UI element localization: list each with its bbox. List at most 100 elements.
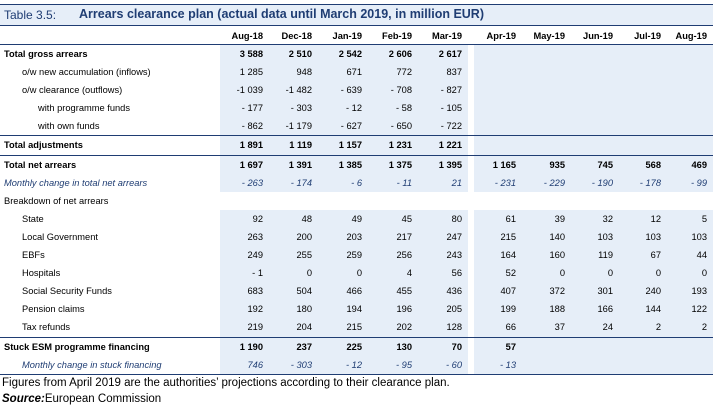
table-cell	[474, 192, 522, 210]
table-cell: 1 190	[220, 336, 269, 356]
table-cell: -1 179	[269, 117, 318, 136]
col-header: Jan-19	[318, 28, 368, 45]
row-label: Stuck ESM programme financing	[0, 336, 220, 356]
table-row: Total net arrears 1 697 1 391 1 385 1 375 1 3…	[0, 154, 713, 174]
col-header: Feb-19	[368, 28, 418, 45]
row-label: o/w clearance (outflows)	[22, 85, 123, 96]
row-label: o/w new accumulation (inflows)	[22, 67, 151, 78]
table-cell	[522, 336, 571, 356]
table-cell: 56	[418, 264, 468, 283]
table-cell	[522, 135, 571, 156]
table-cell: 1 165	[474, 154, 522, 174]
arrears-table: Aug-18 Dec-18 Jan-19 Feb-19 Mar-19 Apr-1…	[0, 28, 713, 375]
table-cell: 1 119	[269, 135, 318, 156]
table-cell: 2 542	[318, 44, 368, 64]
table-number: Table 3.5:	[4, 8, 57, 22]
table-cell: - 263	[220, 173, 269, 192]
table-cell: - 177	[220, 99, 269, 118]
row-label: Monthly change in stuck financing	[0, 355, 220, 375]
table-cell: 2 510	[269, 44, 318, 64]
table-cell: 3 588	[220, 44, 269, 64]
table-cell: 263	[220, 227, 269, 247]
table-cell: 193	[667, 282, 713, 301]
table-cell	[667, 336, 713, 356]
table-cell: 256	[368, 246, 418, 265]
table-cell: 469	[667, 154, 713, 174]
table-cell: 119	[571, 246, 619, 265]
table-cell: 122	[667, 300, 713, 319]
table-cell: 103	[667, 227, 713, 247]
table-cell	[667, 44, 713, 64]
table-cell: 237	[269, 336, 318, 356]
table-row: with programme funds - 177- 303- 12- 58- …	[0, 99, 713, 118]
table-cell	[619, 135, 667, 156]
table-cell: 0	[571, 264, 619, 283]
table-cell	[269, 192, 318, 210]
footnote: Figures from April 2019 are the authorit…	[2, 377, 450, 389]
row-label: Total adjustments	[0, 135, 220, 156]
table-cell: 5	[667, 209, 713, 228]
table-cell	[667, 81, 713, 100]
col-header: May-19	[522, 28, 571, 45]
table-cell: - 303	[269, 355, 318, 375]
table-cell: -1 039	[220, 81, 269, 100]
table-cell: 103	[571, 227, 619, 247]
table-title-bar: Table 3.5: Arrears clearance plan (actua…	[0, 4, 713, 26]
table-cell: 52	[474, 264, 522, 283]
table-cell: 24	[571, 318, 619, 337]
col-header: Mar-19	[418, 28, 468, 45]
table-row: Monthly change in total net arrears - 263…	[0, 173, 713, 192]
table-cell: 2 617	[418, 44, 468, 64]
table-title: Arrears clearance plan (actual data unti…	[79, 7, 484, 21]
table-cell: 37	[522, 318, 571, 337]
table-cell: 504	[269, 282, 318, 301]
table-cell: 217	[368, 227, 418, 247]
row-label: Monthly change in total net arrears	[4, 177, 148, 188]
table-cell: 837	[418, 63, 468, 82]
table-cell: 683	[220, 282, 269, 301]
table-cell	[571, 336, 619, 356]
table-cell: 2 606	[368, 44, 418, 64]
table-cell: 1 231	[368, 135, 418, 156]
table-cell: - 174	[269, 173, 318, 192]
table-row: Hospitals - 1 0 0 4 56 52 0 0 0 0	[0, 264, 713, 283]
table-cell: 166	[571, 300, 619, 319]
table-cell: 21	[418, 173, 468, 192]
table-cell: 32	[571, 209, 619, 228]
table-cell: 240	[619, 282, 667, 301]
table-cell: 92	[220, 209, 269, 228]
table-cell: - 722	[418, 117, 468, 136]
row-label: Total net arrears	[0, 154, 220, 174]
row-label: with programme funds	[38, 103, 130, 114]
table-cell: 671	[318, 63, 368, 82]
table-cell	[619, 81, 667, 100]
table-cell	[522, 355, 571, 375]
source-text: European Commission	[44, 393, 162, 405]
table-row: Stuck ESM programme financing 1 190 237 225…	[0, 336, 713, 356]
table-cell: 372	[522, 282, 571, 301]
table-cell: 180	[269, 300, 318, 319]
table-cell	[571, 81, 619, 100]
table-row: o/w new accumulation (inflows) 1 285 948 67…	[0, 63, 713, 82]
table-cell: - 231	[474, 173, 522, 192]
col-header: Aug-19	[667, 28, 713, 45]
header-row: Aug-18 Dec-18 Jan-19 Feb-19 Mar-19 Apr-1…	[0, 28, 713, 45]
table-cell: 204	[269, 318, 318, 337]
table-cell: 144	[619, 300, 667, 319]
table-cell: 202	[368, 318, 418, 337]
row-label: State	[22, 213, 44, 224]
table-cell: 4	[368, 264, 418, 283]
table-cell: 192	[220, 300, 269, 319]
table-cell: 1 221	[418, 135, 468, 156]
table-cell: 745	[571, 154, 619, 174]
row-label: Local Government	[22, 231, 98, 242]
table-cell: 39	[522, 209, 571, 228]
table-cell: - 95	[368, 355, 418, 375]
table-cell: 0	[522, 264, 571, 283]
col-header: Dec-18	[269, 28, 318, 45]
table-cell: - 60	[418, 355, 468, 375]
table-cell: 203	[318, 227, 368, 247]
table-cell: 196	[368, 300, 418, 319]
table-cell: 407	[474, 282, 522, 301]
